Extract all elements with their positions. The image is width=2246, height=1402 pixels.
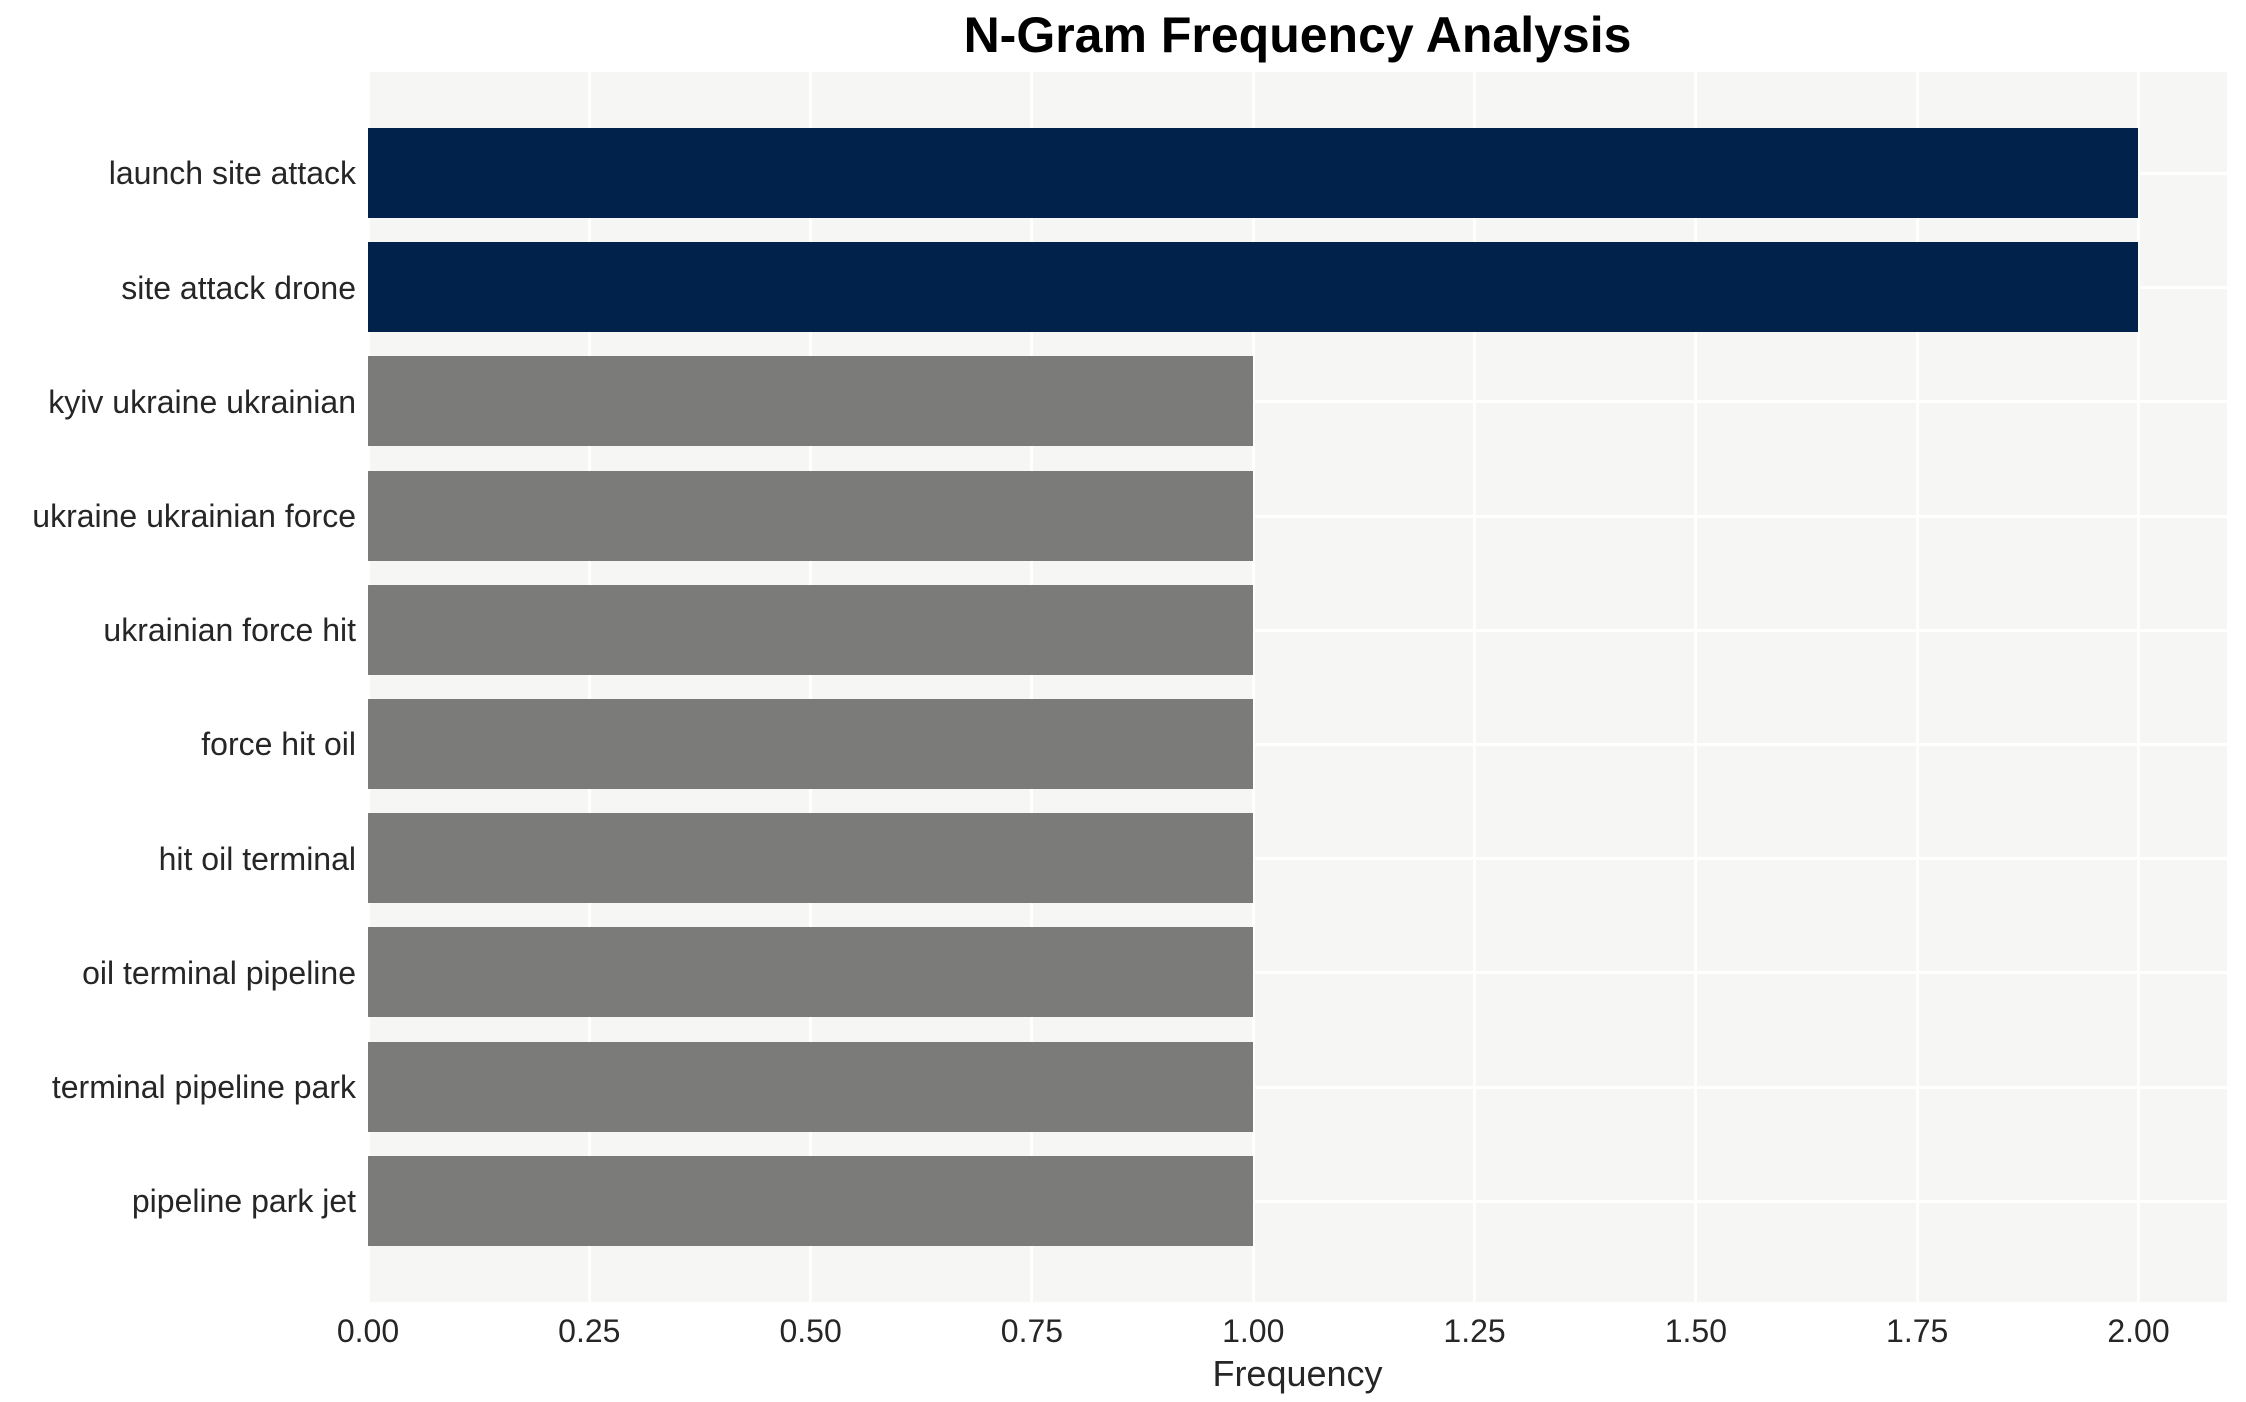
gridline-horizontal (368, 742, 2227, 746)
y-tick-label: oil terminal pipeline (82, 954, 356, 991)
y-tick-label: ukraine ukrainian force (32, 498, 356, 534)
gridline-vertical (1030, 72, 1034, 1302)
bar-oil-terminal-pipeline (368, 927, 1254, 1018)
y-tick-label: force hit oil (201, 726, 356, 763)
gridline-vertical (1915, 72, 1919, 1302)
bar-force-hit-oil (368, 699, 1254, 789)
y-tick-label: terminal pipeline park (51, 1069, 356, 1105)
y-tick-label: ukrainian force hit (103, 612, 356, 649)
x-tick-label: 2.00 (2107, 1313, 2170, 1349)
x-tick-label: 0.50 (779, 1313, 842, 1349)
gridline-horizontal (368, 857, 2227, 861)
x-tick-label: 1.00 (1222, 1313, 1285, 1349)
gridline-vertical (809, 72, 813, 1302)
x-tick-label: 0.25 (558, 1313, 621, 1349)
plot-area (366, 72, 2227, 1302)
bar-terminal-pipeline-park (368, 1041, 1254, 1132)
y-tick-label: pipeline park jet (131, 1183, 356, 1220)
gridline-horizontal (368, 514, 2227, 518)
bar-pipeline-park-jet (368, 1155, 1254, 1246)
gridline-horizontal (368, 628, 2227, 632)
bar-launch-site-attack (368, 128, 2139, 218)
bar-kyiv-ukraine-ukrainian (368, 356, 1254, 447)
gridline-horizontal (368, 1199, 2227, 1203)
y-tick-label: hit oil terminal (158, 840, 356, 877)
y-tick-label: launch site attack (108, 155, 356, 192)
y-tick-label: site attack drone (121, 269, 356, 306)
gridline-horizontal (368, 971, 2227, 975)
bar-site-attack-drone (368, 242, 2139, 333)
x-tick-label: 1.75 (1886, 1313, 1949, 1349)
gridline-horizontal (368, 1085, 2227, 1089)
gridline-vertical (1251, 72, 1255, 1302)
bar-ukrainian-force-hit (368, 584, 1254, 675)
chart-title: N-Gram Frequency Analysis (963, 7, 1632, 63)
gridline-vertical (366, 72, 370, 1302)
gridline-horizontal (368, 400, 2227, 404)
bar-hit-oil-terminal (368, 813, 1254, 904)
y-tick-label: kyiv ukraine ukrainian (48, 383, 356, 420)
x-tick-label: 1.50 (1664, 1313, 1727, 1349)
gridline-vertical (1473, 72, 1477, 1302)
gridline-vertical (1694, 72, 1698, 1302)
x-axis-title: Frequency (1212, 1353, 1383, 1394)
x-tick-label: 0.00 (336, 1313, 400, 1349)
bar-ukraine-ukrainian-force (368, 470, 1254, 561)
x-tick-label: 0.75 (1000, 1313, 1064, 1349)
x-tick-label: 1.25 (1443, 1313, 1506, 1349)
gridline-vertical (2136, 72, 2140, 1302)
gridline-vertical (587, 72, 591, 1302)
